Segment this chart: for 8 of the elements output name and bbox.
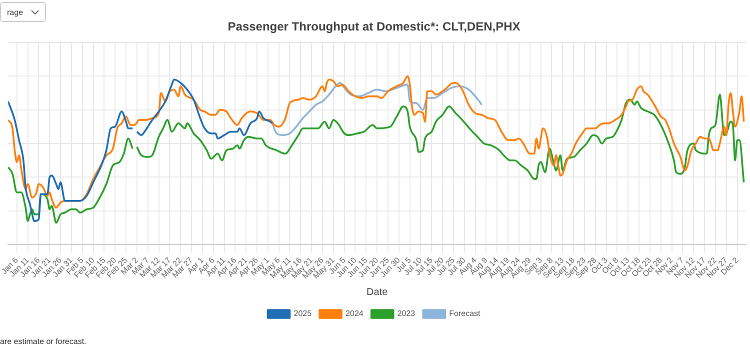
x-axis-title: Date [366,286,388,298]
text: are estimate or forecast. [0,337,86,346]
legend-label: 2025 [294,309,312,318]
legend-label: 2023 [397,309,416,318]
dropdown: rage [0,2,46,22]
legend-label: Forecast [449,309,482,318]
legend-label: 2024 [346,309,364,318]
chart-title: Passenger Throughput at Domestic*: CLT,DEN,PHX [228,20,520,34]
